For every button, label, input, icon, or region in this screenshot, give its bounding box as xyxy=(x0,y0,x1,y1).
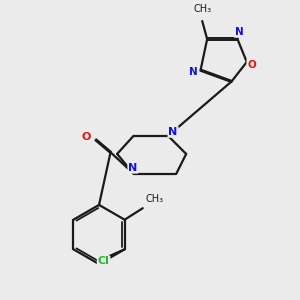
Text: O: O xyxy=(82,132,91,142)
Text: N: N xyxy=(189,67,198,77)
Text: N: N xyxy=(168,127,178,137)
Text: O: O xyxy=(247,60,256,70)
Text: CH₃: CH₃ xyxy=(193,4,211,14)
Text: CH₃: CH₃ xyxy=(146,194,164,204)
Text: N: N xyxy=(128,163,137,173)
Text: N: N xyxy=(235,27,244,37)
Text: Cl: Cl xyxy=(98,256,109,266)
